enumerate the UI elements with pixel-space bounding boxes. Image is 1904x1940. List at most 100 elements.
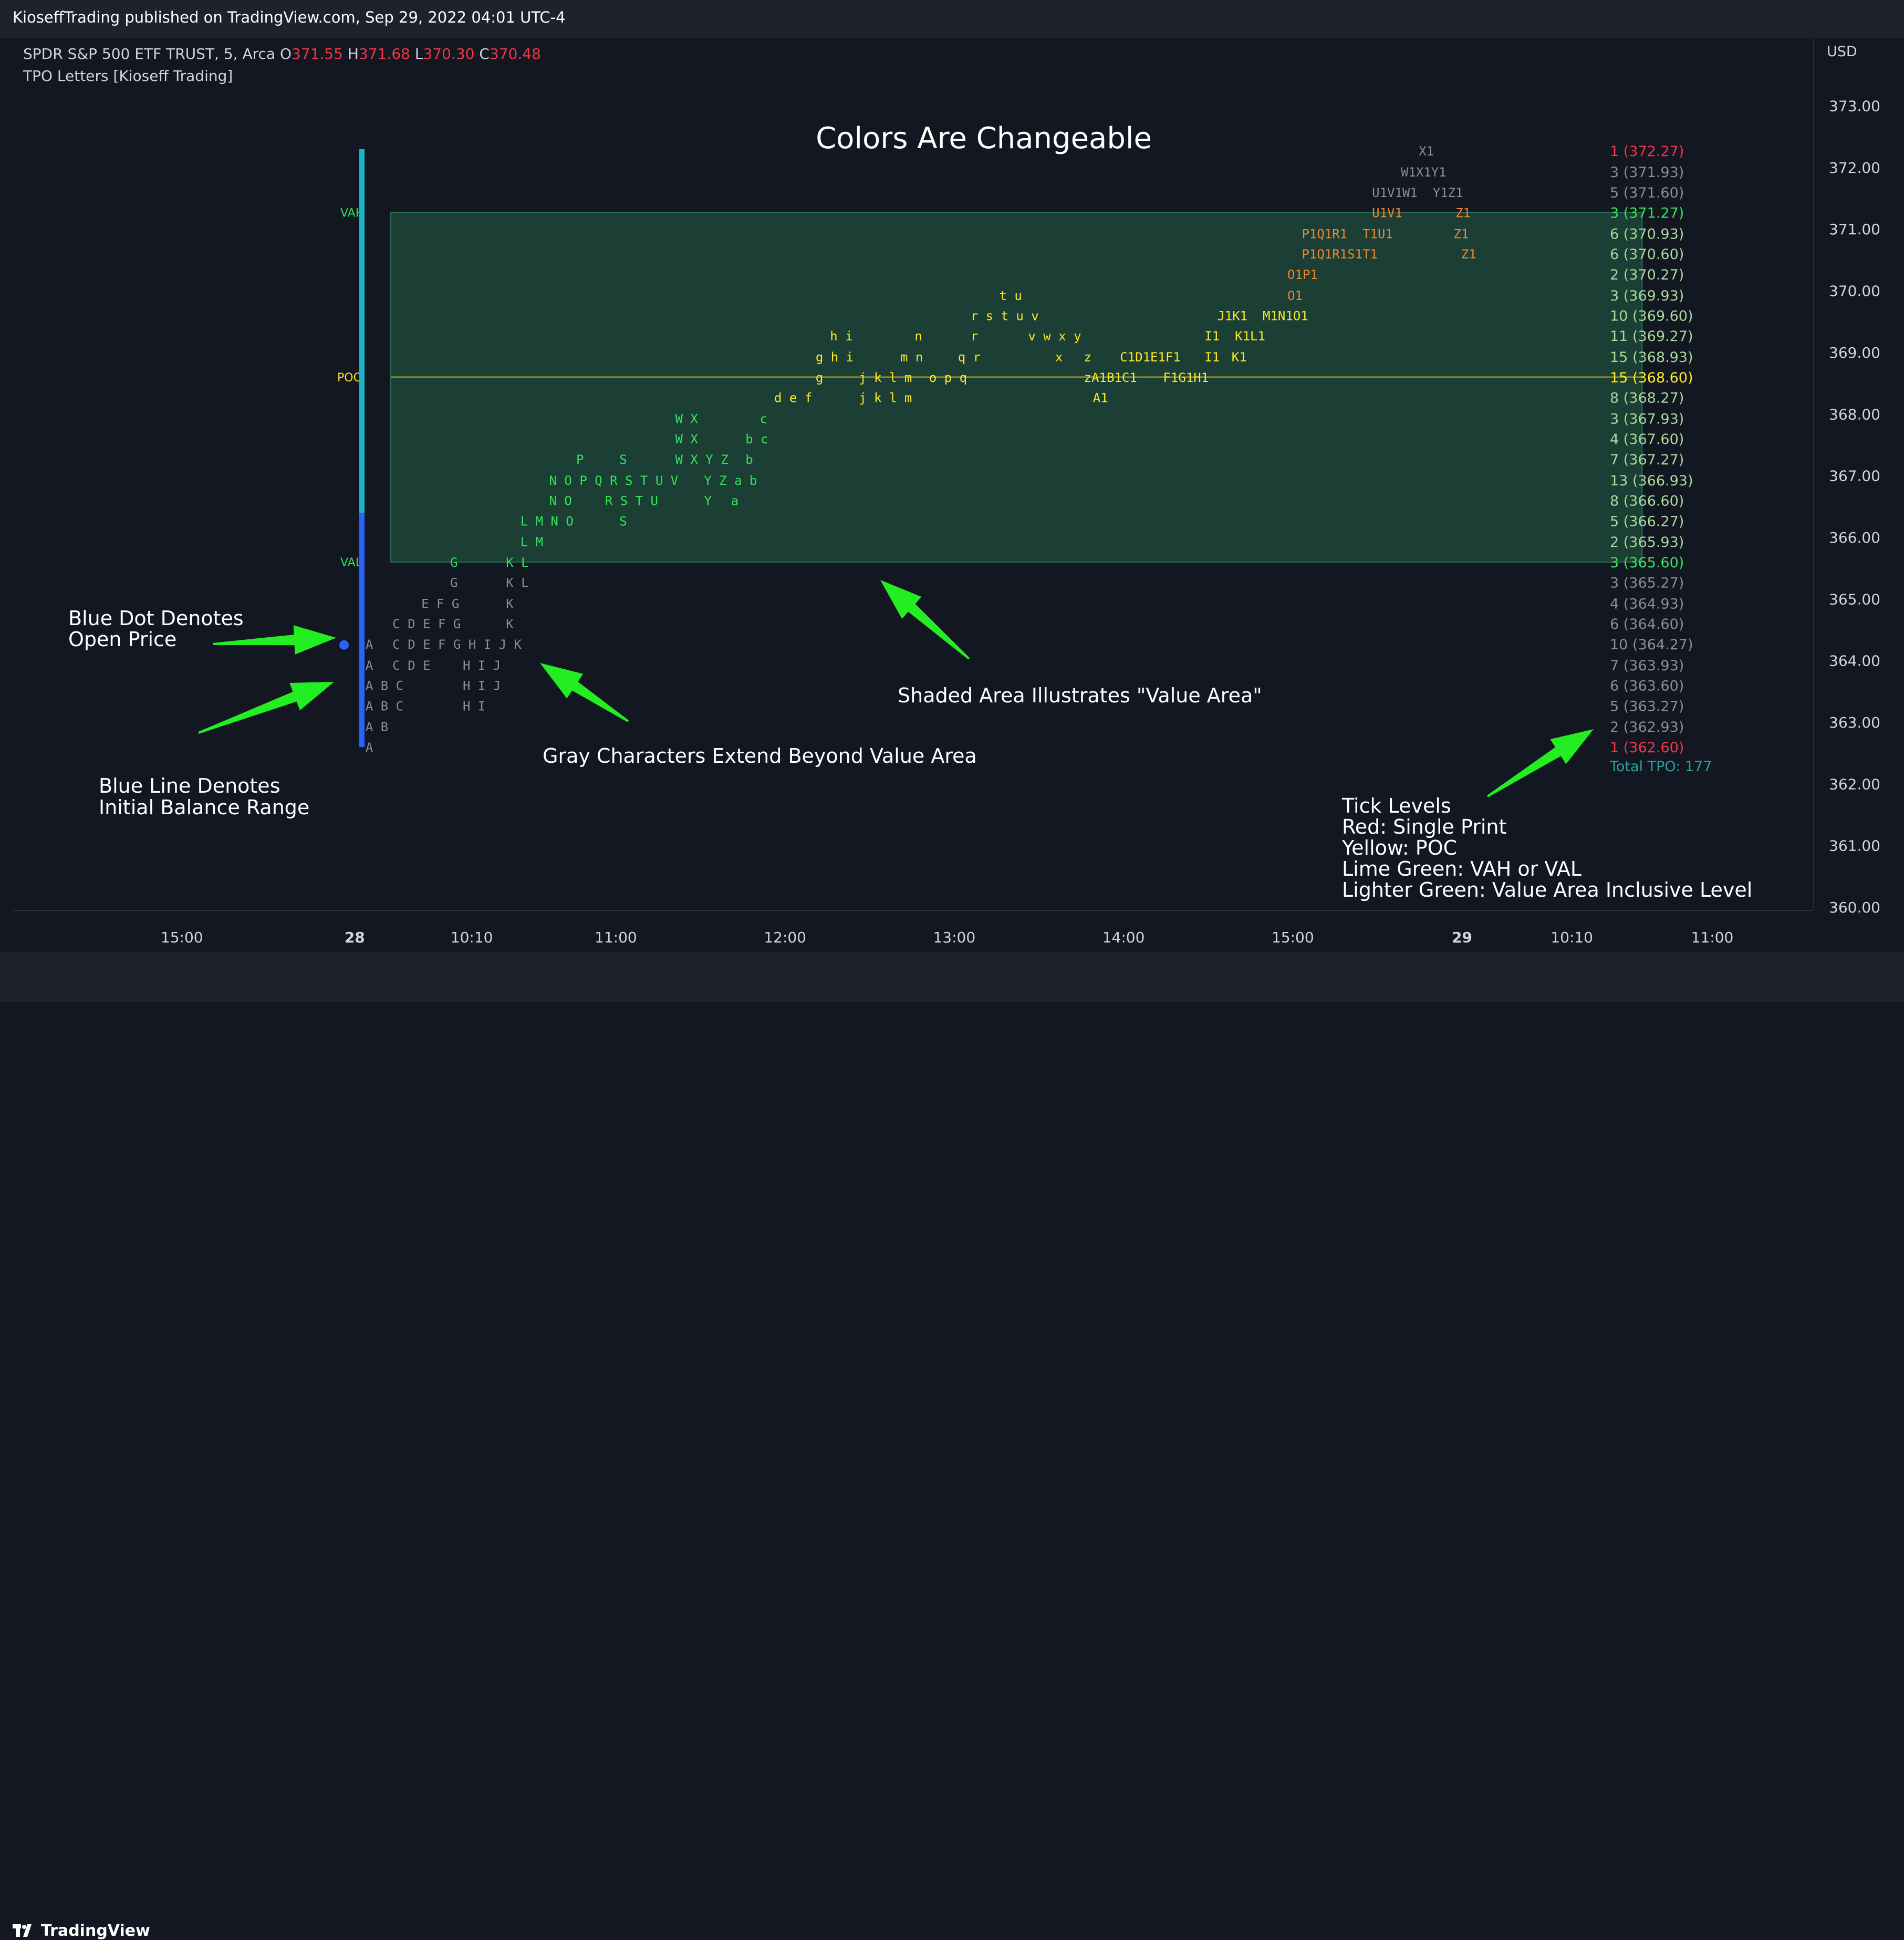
- symbol-legend[interactable]: SPDR S&P 500 ETF TRUST, 5, Arca O371.55 …: [23, 45, 541, 63]
- tick-level-label: 8 (368.27): [1610, 390, 1684, 407]
- total-tpo-label: Total TPO: 177: [1609, 759, 1712, 775]
- tpo-row: z: [1084, 350, 1091, 365]
- tick-level-label: 3 (365.60): [1610, 555, 1684, 571]
- tpo-row: A B C: [366, 699, 403, 713]
- tpo-row: H I J: [463, 679, 501, 693]
- y-tick-label: 363.00: [1829, 714, 1880, 731]
- tpo-chart: USD 373.00 372.00 371.00 370.00 369.00 368.00 3…: [68, 44, 1880, 946]
- tradingview-logo-icon: [13, 1924, 32, 1937]
- tpo-row: a: [731, 494, 738, 509]
- tpo-row: O1P1: [1287, 267, 1318, 282]
- tpo-row: C D E F G: [392, 617, 461, 631]
- x-tick-label: 14:00: [1102, 929, 1145, 946]
- tpo-row: I1: [1204, 350, 1220, 365]
- annotation-tick-levels: Lighter Green: Value Area Inclusive Leve…: [1342, 878, 1752, 901]
- tpo-row: C D E: [392, 658, 430, 673]
- annotation-tick-levels: Red: Single Print: [1342, 815, 1506, 838]
- tpo-row: G: [450, 555, 457, 570]
- tick-level-label: 7 (363.93): [1610, 658, 1684, 674]
- y-tick-label: 370.00: [1829, 283, 1880, 300]
- annotation-title: Colors Are Changeable: [816, 121, 1152, 155]
- symbol-name: SPDR S&P 500 ETF TRUST, 5, Arca: [23, 45, 276, 63]
- tradingview-logo[interactable]: TradingView: [13, 1922, 150, 1940]
- tick-level-label: 5 (363.27): [1610, 698, 1684, 714]
- tpo-row: t u: [1000, 288, 1022, 303]
- tpo-row: v w x y: [1028, 329, 1081, 344]
- tpo-row: N O P Q R S T U V: [549, 473, 679, 488]
- x-tick-label: 15:00: [1272, 929, 1314, 946]
- arrow-tick-levels: [1486, 729, 1594, 797]
- chart-area[interactable]: [13, 38, 1813, 911]
- arrow-shaded-area: [880, 580, 970, 660]
- tpo-row: A: [366, 740, 373, 755]
- arrow-gray-chars: [540, 663, 629, 722]
- tick-level-label: 5 (366.27): [1610, 513, 1684, 530]
- tick-level-label: 15 (368.93): [1610, 349, 1693, 366]
- high-label: H: [347, 45, 359, 63]
- tpo-row: g: [816, 370, 823, 385]
- tpo-row: K: [506, 597, 514, 611]
- tpo-row: R S T U: [605, 494, 658, 509]
- tpo-row: b c: [745, 432, 768, 447]
- tpo-row: j k l m: [859, 391, 912, 406]
- y-tick-label: 369.00: [1829, 344, 1880, 361]
- open-label: O: [279, 45, 292, 63]
- value-area-box: [390, 212, 1643, 563]
- x-tick-label: 10:10: [1551, 929, 1593, 946]
- arrow-blue-dot: [212, 625, 336, 655]
- val-label: VAL: [340, 556, 362, 569]
- tick-level-label: 4 (364.93): [1610, 596, 1684, 613]
- tpo-row: Y Z a b: [704, 473, 757, 488]
- currency-label: USD: [1827, 44, 1857, 60]
- tpo-row: P1Q1R1 T1U1 Z1: [1302, 226, 1469, 241]
- tick-level-label: 2 (362.93): [1610, 719, 1684, 735]
- tpo-row: J1K1 M1N1O1: [1217, 308, 1308, 323]
- price-scale[interactable]: [1813, 38, 1904, 910]
- tpo-row: h i: [830, 329, 852, 344]
- tick-level-label: 15 (368.60): [1610, 370, 1693, 386]
- footer-bar: TradingView: [0, 952, 1904, 1940]
- publisher-line: KioseffTrading published on TradingView.…: [13, 8, 566, 26]
- annotation-tick-levels: Tick Levels: [1341, 794, 1451, 817]
- tpo-row: H I: [463, 699, 485, 713]
- tpo-row: A: [366, 637, 373, 652]
- tpo-row: A B C: [366, 679, 403, 693]
- tick-level-label: 10 (369.60): [1610, 308, 1693, 324]
- close-label: C: [479, 45, 490, 63]
- tpo-row: m n: [900, 350, 923, 365]
- tpo-row: d e f: [774, 391, 812, 406]
- x-tick-label: 12:00: [764, 929, 806, 946]
- x-tick-label: 28: [345, 929, 365, 946]
- tpo-row: N O: [549, 494, 572, 509]
- tpo-row: n: [914, 329, 922, 344]
- open-value: 371.55: [292, 45, 343, 63]
- tpo-row: U1V1 Z1: [1372, 206, 1471, 221]
- high-value: 371.68: [358, 45, 410, 63]
- tick-level-label: 6 (370.93): [1610, 226, 1684, 242]
- y-tick-label: 373.00: [1829, 98, 1880, 115]
- x-tick-label: 10:10: [451, 929, 493, 946]
- tpo-row: S: [619, 452, 627, 467]
- y-tick-label: 371.00: [1829, 221, 1880, 238]
- indicator-legend[interactable]: TPO Letters [Kioseff Trading]: [23, 67, 233, 85]
- tpo-row: G: [450, 576, 457, 590]
- tpo-row: o p q: [929, 370, 967, 385]
- tpo-row: q r: [958, 350, 981, 365]
- annotation-tick-levels: Yellow: POC: [1341, 836, 1457, 859]
- tpo-row: K1: [1232, 350, 1247, 365]
- tpo-row: r: [971, 329, 978, 344]
- tpo-row: C D E F G H I J K: [392, 637, 522, 652]
- arrow-blue-line: [198, 682, 334, 734]
- tpo-row: W X: [675, 411, 699, 426]
- x-tick-label: 11:00: [1691, 929, 1734, 946]
- tick-level-label: 5 (371.60): [1610, 185, 1684, 201]
- annotation-blue-dot: Blue Dot Denotes: [68, 607, 244, 630]
- tpo-row: U1V1W1 Y1Z1: [1372, 185, 1463, 200]
- tpo-row: E F G: [421, 597, 459, 611]
- y-tick-label: 361.00: [1829, 837, 1880, 855]
- y-tick-label: 364.00: [1829, 652, 1880, 670]
- tick-level-label: 2 (370.27): [1610, 267, 1684, 283]
- tpo-row: b: [745, 452, 753, 467]
- tick-level-label: 13 (366.93): [1610, 473, 1693, 489]
- tpo-row: zA1B1C1: [1084, 370, 1137, 385]
